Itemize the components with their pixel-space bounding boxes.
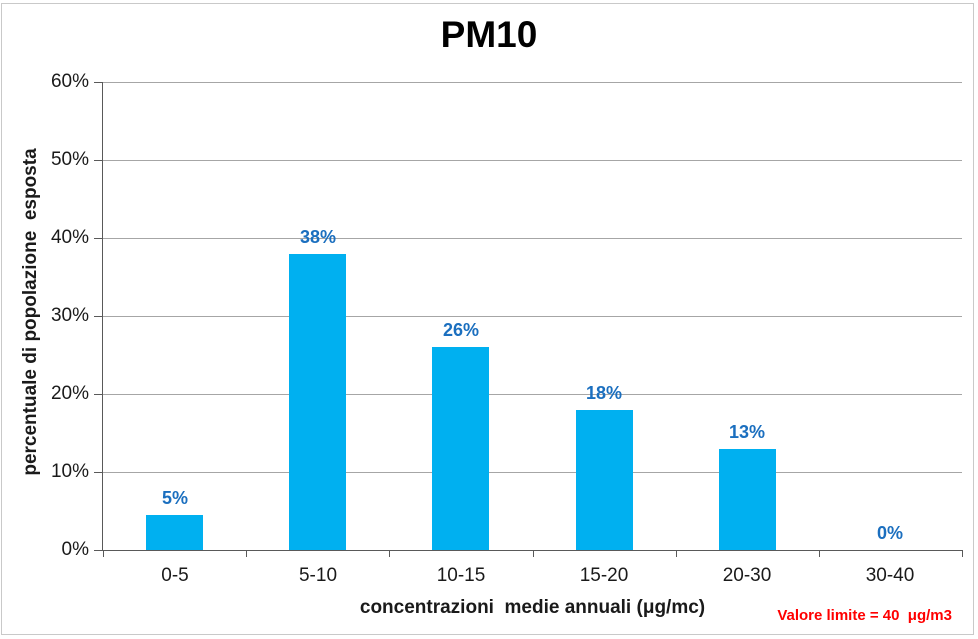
bar-value-label: 0%: [876, 523, 903, 543]
gridline-40: [103, 238, 962, 239]
y-tick-label: 60%: [50, 71, 89, 92]
y-axis-tick: [94, 550, 102, 551]
gridline-30: [103, 316, 962, 317]
y-axis-tick: [94, 472, 102, 473]
bar-15-20: [576, 410, 633, 550]
y-axis-tick: [94, 82, 102, 83]
x-axis-tick: [533, 550, 534, 557]
x-axis-tick: [819, 550, 820, 557]
gridline-50: [103, 160, 962, 161]
y-tick-label: 10%: [50, 461, 89, 482]
y-axis-line: [102, 82, 103, 551]
x-axis-tick: [103, 550, 104, 557]
x-axis-tick: [676, 550, 677, 557]
x-category-label: 5-10: [298, 565, 338, 586]
y-axis-tick: [94, 316, 102, 317]
x-category-label: 30-40: [865, 565, 915, 586]
bar-value-label: 26%: [442, 320, 480, 340]
y-axis-tick: [94, 238, 102, 239]
y-tick-label: 0%: [61, 539, 89, 560]
bar-value-label: 18%: [585, 383, 623, 403]
chart-title: PM10: [440, 14, 538, 55]
bar-value-label: 13%: [728, 422, 766, 442]
y-axis-tick: [94, 160, 102, 161]
bar-0-5: [146, 515, 203, 550]
plot-area: 0% 10% 20% 30% 40% 50% 60% 5% 0-5 38% 5-10 26% 10-15…: [51, 71, 963, 586]
bar-value-label: 38%: [299, 227, 337, 247]
y-tick-label: 50%: [50, 149, 89, 170]
y-tick-label: 30%: [50, 305, 89, 326]
x-category-label: 15-20: [579, 565, 629, 586]
bar-value-label: 5%: [161, 488, 188, 508]
bar-20-30: [719, 449, 776, 550]
x-category-label: 10-15: [436, 565, 486, 586]
limit-annotation: Valore limite = 40 μg/m3: [777, 607, 952, 624]
y-tick-label: 20%: [50, 383, 89, 404]
x-axis-tick: [389, 550, 390, 557]
gridline-10: [103, 472, 962, 473]
x-axis-line: [102, 550, 962, 551]
x-category-label: 0-5: [161, 565, 189, 586]
x-axis-tick: [962, 550, 963, 557]
x-axis-title: concentrazioni medie annuali (μg/mc): [359, 597, 706, 618]
y-tick-label: 40%: [50, 227, 89, 248]
bar-5-10: [289, 254, 346, 550]
bar-10-15: [432, 347, 489, 550]
gridline-60: [103, 82, 962, 83]
x-category-label: 20-30: [722, 565, 772, 586]
x-axis-tick: [246, 550, 247, 557]
y-axis-tick: [94, 394, 102, 395]
gridline-20: [103, 394, 962, 395]
